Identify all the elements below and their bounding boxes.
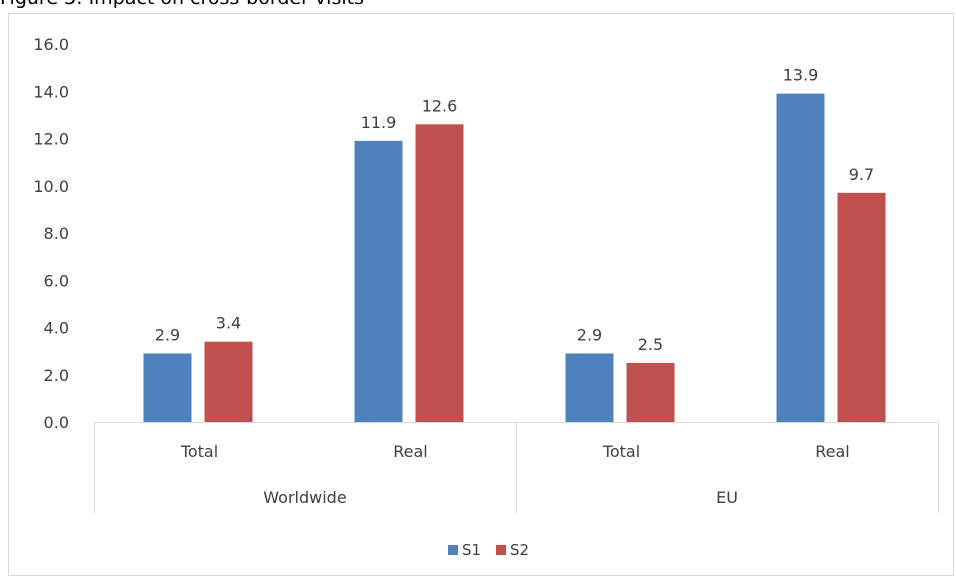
y-tick-label: 14.0: [33, 82, 69, 101]
bars: [143, 93, 886, 423]
y-tick-label: 4.0: [44, 319, 69, 338]
data-label: 2.9: [577, 325, 602, 344]
bar-s1: [143, 353, 192, 422]
y-tick-label: 10.0: [33, 177, 69, 196]
x-group-label: Worldwide: [263, 488, 346, 507]
y-tick-label: 12.0: [33, 130, 69, 149]
legend-swatch-s2: [496, 545, 506, 555]
bar-s2: [626, 362, 675, 422]
x-axis: Total Real Total Real Worldwide EU: [94, 422, 939, 513]
legend-label: S1: [462, 541, 481, 559]
y-axis-ticks: 0.0 2.0 4.0 6.0 8.0 10.0 12.0 14.0 16.0: [33, 35, 69, 432]
y-tick-label: 6.0: [44, 271, 69, 290]
chart-title: Figure 3: Impact on cross-border visits: [0, 0, 364, 9]
bar-s1: [354, 140, 403, 423]
data-label: 9.7: [849, 165, 874, 184]
x-category-label: Total: [602, 442, 640, 461]
legend-swatch-s1: [448, 545, 458, 555]
x-category-label: Real: [393, 442, 428, 461]
legend: S1 S2: [448, 541, 529, 559]
legend-label: S2: [510, 541, 529, 559]
bar-s2: [415, 124, 464, 422]
bar-s1: [565, 353, 614, 422]
data-label: 3.4: [216, 314, 241, 333]
bar-s2: [837, 192, 886, 422]
bar-s2: [204, 341, 253, 422]
bar-s1: [776, 93, 825, 423]
x-category-label: Real: [815, 442, 850, 461]
y-tick-label: 8.0: [44, 224, 69, 243]
data-labels: 2.9 3.4 11.9 12.6 2.9 2.5 13.9 9.7: [155, 66, 874, 354]
y-tick-label: 0.0: [44, 413, 69, 432]
chart-area: [8, 13, 954, 576]
data-label: 13.9: [783, 66, 819, 85]
data-label: 2.5: [638, 335, 663, 354]
data-label: 12.6: [422, 96, 458, 115]
x-category-label: Total: [180, 442, 218, 461]
y-tick-label: 2.0: [44, 366, 69, 385]
y-tick-label: 16.0: [33, 35, 69, 54]
data-label: 11.9: [361, 113, 397, 132]
x-group-label: EU: [716, 488, 738, 507]
data-label: 2.9: [155, 325, 180, 344]
